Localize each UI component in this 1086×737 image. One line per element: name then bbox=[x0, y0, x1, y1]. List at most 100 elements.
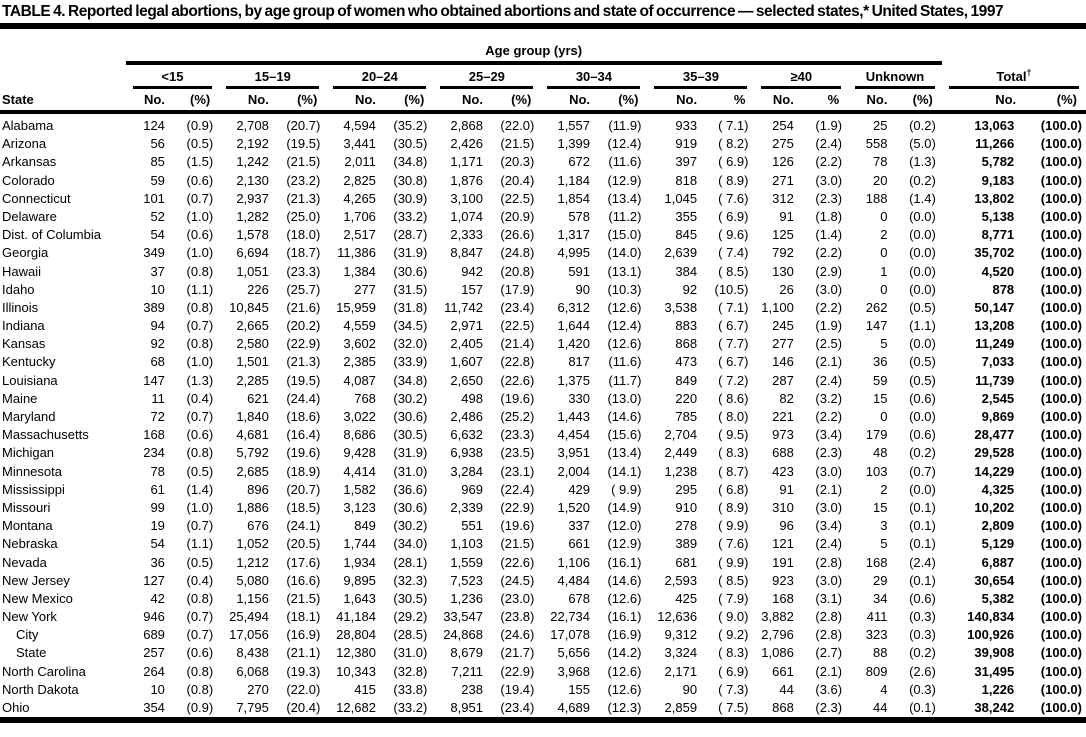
cell-pct: ( 6.7) bbox=[718, 354, 749, 370]
cell-pct: (0.8) bbox=[186, 299, 214, 315]
cell-no: 4,414 bbox=[343, 463, 376, 479]
cell-no: 17,078 bbox=[550, 627, 591, 643]
cell-pct: (0.4) bbox=[186, 572, 214, 588]
cell-total-pct: (100.0) bbox=[1040, 336, 1082, 352]
cell-no: 349 bbox=[143, 245, 165, 261]
cell-no: 44 bbox=[873, 700, 888, 715]
row-label: New Mexico bbox=[2, 590, 73, 606]
cell-no: 849 bbox=[675, 372, 698, 388]
cell-no: 355 bbox=[675, 208, 698, 224]
row-label: Indiana bbox=[2, 318, 45, 334]
cell-pct: ( 6.9) bbox=[718, 663, 749, 679]
cell-no: 2,593 bbox=[664, 572, 698, 588]
table-row: Montana 19 (0.7) 676 (24.1) 849 (30.2) 5… bbox=[0, 515, 1086, 533]
cell-pct: (0.0) bbox=[909, 208, 936, 224]
col-header-no: No. bbox=[125, 89, 173, 114]
cell-no: 103 bbox=[865, 463, 888, 479]
cell-no: 1,282 bbox=[236, 208, 269, 224]
cell-pct: (2.1) bbox=[815, 481, 843, 497]
row-label: New Jersey bbox=[2, 572, 70, 588]
group-header-30-34: 30–34 bbox=[540, 63, 647, 89]
cell-pct: (33.9) bbox=[393, 354, 428, 370]
cell-pct: ( 8.5) bbox=[718, 263, 749, 279]
col-header-no: No. bbox=[219, 89, 277, 114]
cell-pct: (22.6) bbox=[500, 372, 535, 388]
cell-no: 2,385 bbox=[343, 354, 376, 370]
table-body: Alabama 124 (0.9) 2,708 (20.7) 4,594 (35… bbox=[0, 112, 1086, 715]
cell-pct: (0.6) bbox=[909, 390, 936, 406]
cell-no: 146 bbox=[772, 354, 794, 370]
cell-pct: (0.8) bbox=[186, 590, 214, 606]
dagger-footnote-mark: † bbox=[1026, 67, 1032, 78]
cell-pct: (35.2) bbox=[393, 118, 428, 133]
cell-no: 262 bbox=[865, 299, 888, 315]
cell-no: 33,547 bbox=[443, 609, 483, 625]
cell-pct: (15.0) bbox=[607, 227, 642, 243]
col-header-pct: % bbox=[705, 89, 755, 114]
cell-pct: (0.5) bbox=[186, 554, 214, 570]
row-label: Hawaii bbox=[2, 263, 42, 279]
cell-no: 11,386 bbox=[337, 245, 376, 261]
cell-no: 1,578 bbox=[236, 227, 269, 243]
cell-pct: (0.4) bbox=[186, 390, 214, 406]
row-label: Ohio bbox=[2, 700, 30, 715]
cell-no: 558 bbox=[865, 136, 888, 152]
cell-pct: (25.2) bbox=[500, 409, 535, 424]
cell-pct: (2.2) bbox=[815, 409, 843, 424]
cell-pct: (19.3) bbox=[286, 663, 321, 679]
cell-pct: (28.1) bbox=[393, 554, 428, 570]
cell-pct: (24.6) bbox=[500, 627, 535, 643]
cell-pct: (14.6) bbox=[607, 409, 642, 424]
cell-pct: (2.7) bbox=[815, 645, 843, 661]
cell-pct: (16.4) bbox=[286, 427, 321, 443]
cell-total-no: 7,033 bbox=[981, 354, 1015, 370]
cell-pct: (14.0) bbox=[607, 245, 642, 261]
cell-total-no: 30,654 bbox=[974, 572, 1015, 588]
cell-pct: (2.4) bbox=[909, 554, 936, 570]
cell-pct: (2.3) bbox=[815, 190, 843, 206]
cell-no: 1,399 bbox=[557, 136, 591, 152]
cell-pct: (19.6) bbox=[286, 445, 321, 461]
cell-no: 92 bbox=[682, 281, 698, 297]
cell-no: 845 bbox=[675, 227, 698, 243]
cell-no: 0 bbox=[880, 208, 888, 224]
row-label: Arizona bbox=[2, 136, 47, 152]
cell-no: 168 bbox=[865, 554, 888, 570]
cell-no: 1,238 bbox=[664, 463, 698, 479]
cell-no: 2,825 bbox=[343, 172, 376, 188]
cell-pct: ( 8.3) bbox=[718, 445, 749, 461]
cell-no: 91 bbox=[779, 481, 794, 497]
cell-no: 661 bbox=[772, 663, 794, 679]
cell-no: 6,068 bbox=[236, 663, 269, 679]
cell-total-no: 11,266 bbox=[975, 136, 1015, 152]
cell-pct: (2.6) bbox=[909, 663, 936, 679]
cell-pct: (0.7) bbox=[186, 190, 214, 206]
cell-pct: ( 9.9) bbox=[718, 554, 749, 570]
cell-no: 946 bbox=[143, 609, 165, 625]
cell-pct: (31.9) bbox=[393, 245, 428, 261]
cell-pct: (12.4) bbox=[607, 318, 642, 334]
cell-no: 3,441 bbox=[343, 136, 376, 152]
cell-no: 101 bbox=[143, 190, 165, 206]
row-label: Kansas bbox=[2, 336, 46, 352]
cell-no: 168 bbox=[772, 590, 794, 606]
cell-pct: (20.5) bbox=[286, 536, 321, 552]
cell-pct: (22.9) bbox=[286, 336, 321, 352]
table-row: Ohio 354 (0.9) 7,795 (20.4) 12,682 (33.2… bbox=[0, 697, 1086, 715]
cell-no: 1,840 bbox=[236, 409, 269, 424]
cell-pct: (2.4) bbox=[815, 536, 843, 552]
cell-no: 42 bbox=[150, 590, 165, 606]
cell-pct: (13.4) bbox=[607, 445, 642, 461]
cell-no: 147 bbox=[143, 372, 165, 388]
cell-total-no: 50,147 bbox=[974, 299, 1015, 315]
cell-total-pct: (100.0) bbox=[1040, 409, 1082, 424]
cell-no: 1,420 bbox=[557, 336, 591, 352]
cell-no: 8,686 bbox=[343, 427, 376, 443]
cell-pct: (21.5) bbox=[286, 154, 321, 170]
cell-pct: (23.5) bbox=[500, 445, 535, 461]
cell-no: 0 bbox=[880, 281, 888, 297]
cell-pct: (19.6) bbox=[500, 390, 535, 406]
cell-pct: (0.5) bbox=[186, 136, 214, 152]
cell-total-no: 13,802 bbox=[974, 190, 1015, 206]
cell-pct: (1.4) bbox=[186, 481, 214, 497]
